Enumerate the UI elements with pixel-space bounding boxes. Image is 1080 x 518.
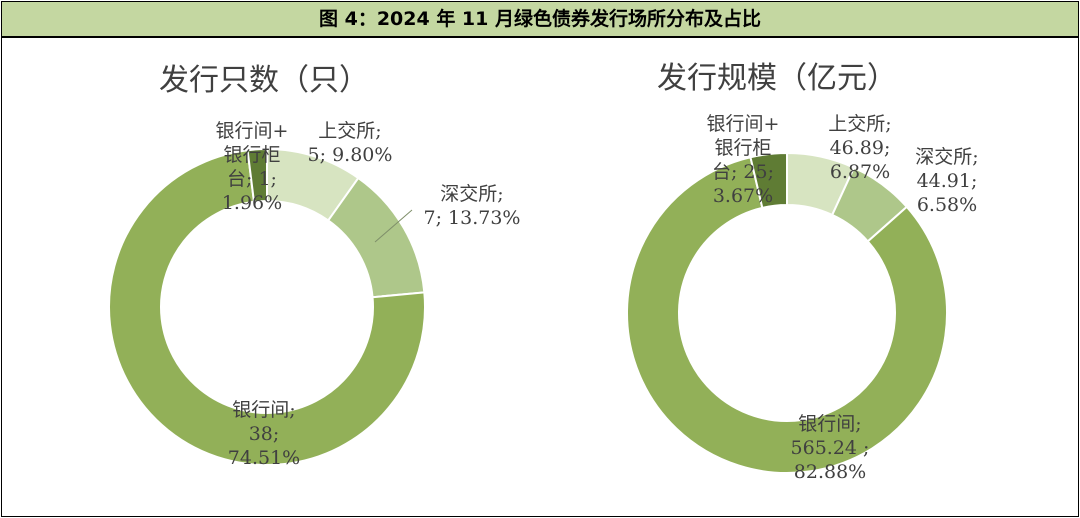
donut-segment-interbank bbox=[108, 149, 426, 466]
data-label-line: 银行间; bbox=[232, 399, 295, 421]
data-label-line: 44.91; bbox=[917, 170, 978, 192]
chart-title: 发行规模（亿元） bbox=[657, 61, 897, 96]
data-label-line: 1.96% bbox=[222, 192, 282, 214]
data-label-line: 台; 1; bbox=[227, 168, 277, 190]
data-label-line: 银行柜 bbox=[714, 137, 771, 159]
donut-segment-interbank-counter bbox=[246, 147, 268, 203]
data-label-line: 5; 9.80% bbox=[308, 144, 393, 166]
donut-chart-scale: 发行规模（亿元） 上交所; 46.89; 6.87% 深交所; 44.91; 6.58% 银行… bbox=[626, 61, 979, 483]
figure-title-background bbox=[2, 2, 1078, 37]
data-label-interbank: 银行间; 38; 74.51% bbox=[228, 399, 300, 469]
data-label-line: 3.67% bbox=[713, 185, 773, 207]
data-label-line: 46.89; bbox=[830, 137, 891, 159]
donut-segment-interbank-counter bbox=[749, 151, 788, 210]
data-label-interbank-counter: 银行间+银行柜台; 1; 1.96% bbox=[216, 120, 289, 214]
data-label-interbank: 银行间; 565.24 ; 82.88% bbox=[791, 413, 870, 483]
data-label-interbank-counter: 银行间+银行柜台; 25; 3.67% bbox=[707, 113, 780, 207]
chart-title: 发行只数（只） bbox=[159, 63, 369, 98]
data-label-line: 6.87% bbox=[830, 161, 890, 183]
data-label-shanghai: 上交所; 46.89; 6.87% bbox=[828, 113, 891, 183]
leader-line-shenzhen bbox=[374, 209, 413, 243]
data-label-line: 台; 25; bbox=[712, 161, 774, 183]
data-label-line: 7; 13.73% bbox=[424, 207, 521, 229]
figure-title: 图 4：2024 年 11 月绿色债券发行场所分布及占比 bbox=[2, 2, 1078, 38]
data-label-shenzhen: 深交所; 44.91; 6.58% bbox=[915, 146, 978, 216]
data-label-line: 6.58% bbox=[917, 194, 977, 216]
data-label-line: 上交所; bbox=[828, 113, 891, 135]
data-label-line: 深交所; bbox=[915, 146, 978, 168]
data-label-shanghai: 上交所; 5; 9.80% bbox=[308, 120, 393, 166]
data-label-line: 银行间+ bbox=[707, 113, 780, 135]
data-label-line: 38; bbox=[249, 423, 280, 445]
data-label-line: 上交所; bbox=[318, 120, 381, 142]
data-label-line: 565.24 ; bbox=[791, 437, 870, 459]
data-label-line: 深交所; bbox=[440, 183, 503, 205]
data-label-shenzhen: 深交所; 7; 13.73% bbox=[424, 183, 521, 229]
donut-chart-count: 发行只数（只）上交所; 5; 9.80%深交所; 7; 13.73%银行间; 38; 7… bbox=[108, 63, 521, 469]
data-label-line: 74.51% bbox=[228, 447, 300, 469]
data-label-line: 82.88% bbox=[794, 461, 866, 483]
data-label-line: 银行柜 bbox=[223, 144, 280, 166]
data-label-line: 银行间+ bbox=[216, 120, 289, 142]
donut-segment-interbank bbox=[626, 156, 948, 474]
data-label-line: 银行间; bbox=[798, 413, 861, 435]
